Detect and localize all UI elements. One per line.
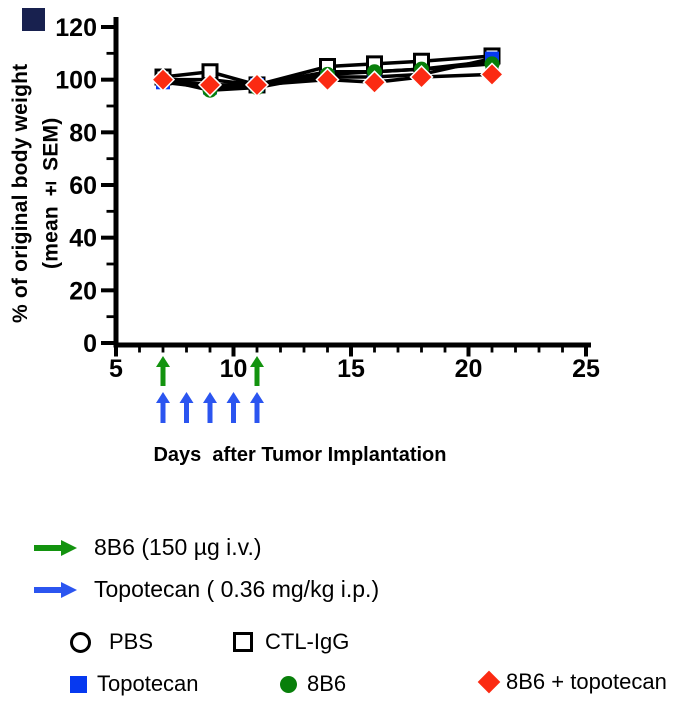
blue-square-marker-icon [70, 675, 87, 693]
red-diamond-marker-icon [477, 670, 501, 694]
y-axis-title-line2: (mean ± SEM) [39, 117, 63, 269]
legend-item-topotecan: Topotecan [70, 671, 199, 697]
series-markers-8B6 + topotecan [150, 62, 505, 97]
treatment-legend-topotecan-label: Topotecan ( 0.36 mg/kg i.p.) [94, 576, 380, 602]
x-tick-label: 5 [109, 355, 123, 383]
corner-square [22, 8, 45, 31]
treatment-legend-8b6: 8B6 (150 µg i.v.) [32, 534, 262, 561]
x-axis-title: Days after Tumor Implantation [153, 444, 447, 466]
x-tick-label: 15 [337, 355, 365, 383]
legend-label-pbs: PBS [109, 629, 154, 654]
legend-label-8b6-topotecan: 8B6 + topotecan [506, 669, 667, 694]
open-circle-marker-icon [70, 631, 91, 653]
y-tick-label: 20 [69, 277, 97, 305]
legend-label-ctl-igg: CTL-IgG [265, 629, 350, 654]
y-tick-label: 40 [69, 225, 97, 253]
y-tick-label: 120 [55, 14, 97, 42]
legend-item-8b6: 8B6 [280, 671, 346, 697]
legend-label-8b6: 8B6 [307, 671, 347, 696]
y-axis-title: % of original body weight (mean ± SEM) [6, 28, 66, 358]
treatment-legend-8b6-label: 8B6 (150 µg i.v.) [94, 534, 262, 560]
open-square-marker-icon [233, 632, 253, 652]
x-tick-label: 10 [220, 355, 248, 383]
green-circle-marker-icon [280, 675, 297, 693]
legend-label-topotecan: Topotecan [97, 671, 199, 696]
y-axis-title-line1: % of original body weight [9, 63, 32, 323]
legend-item-ctl-igg: CTL-IgG [233, 629, 349, 655]
x-tick-label: 20 [455, 355, 483, 383]
treatment-arrows [156, 356, 264, 423]
y-tick-label: 0 [83, 330, 97, 358]
y-tick-label: 100 [55, 67, 97, 95]
blue-right-arrow-icon [34, 581, 77, 598]
green-right-arrow-icon [34, 539, 77, 556]
legend-item-pbs: PBS [70, 629, 153, 655]
x-tick-label: 25 [572, 355, 600, 383]
y-tick-label: 80 [69, 119, 97, 147]
body-weight-chart: 0 20 40 60 80 100 120 5 10 15 20 25 [55, 14, 600, 423]
axes: 0 20 40 60 80 100 120 5 10 15 20 25 [55, 14, 600, 383]
treatment-legend-topotecan: Topotecan ( 0.36 mg/kg i.p.) [32, 576, 379, 603]
y-tick-label: 60 [69, 172, 97, 200]
legend-item-8b6-topotecan: 8B6 + topotecan [477, 669, 667, 695]
